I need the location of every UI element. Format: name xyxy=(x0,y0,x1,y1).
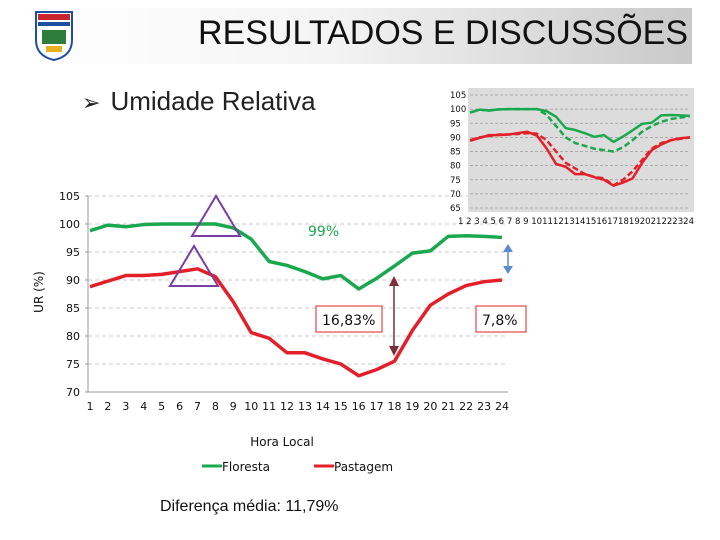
inset-ytick-label: 70 xyxy=(450,190,461,200)
main-xtick-label: 3 xyxy=(122,400,129,413)
inset-x-ticks: 1 2 3 4 5 6 7 8 9 1011121314151617181920… xyxy=(458,217,694,227)
triangle-marker-floresta xyxy=(190,194,242,237)
main-xticks: 1 2 3 4 5 6 7 8 9 10 11 12 13 14 15 16 17 18 19 20 21 22 23 24 xyxy=(87,400,510,413)
legend-label-pastagem: Pastagem xyxy=(334,460,393,474)
inset-background xyxy=(468,88,694,212)
double-arrow-end xyxy=(503,244,513,274)
x-axis-label: Hora Local xyxy=(250,435,314,449)
main-ytick-label: 90 xyxy=(66,274,80,287)
university-logo xyxy=(35,11,73,62)
annotation-box-7-8 xyxy=(475,305,527,333)
inset-grid xyxy=(470,94,690,209)
legend-label-floresta: Floresta xyxy=(222,460,270,474)
main-xtick-label: 11 xyxy=(262,400,276,413)
annotation-box-16-83 xyxy=(315,305,383,333)
slide-title: RESULTADOS E DISCUSSÕES xyxy=(198,14,688,52)
main-xtick-label: 10 xyxy=(244,400,258,413)
triangle-marker-pastagem xyxy=(168,244,220,287)
main-axes xyxy=(87,196,508,393)
main-xtick-label: 22 xyxy=(459,400,473,413)
inset-ytick-label: 100 xyxy=(450,105,466,115)
inset-ytick-label: 75 xyxy=(450,176,461,186)
inset-series-line-3 xyxy=(469,131,691,187)
main-ytick-label: 70 xyxy=(66,386,80,399)
main-xtick-label: 4 xyxy=(140,400,147,413)
double-arrow-difference xyxy=(389,276,399,356)
inset-ytick-label: 90 xyxy=(450,133,461,143)
main-xtick-label: 21 xyxy=(441,400,455,413)
main-series xyxy=(89,222,503,378)
main-xtick-label: 2 xyxy=(104,400,111,413)
inset-ytick-label: 85 xyxy=(450,148,461,158)
main-ytick-label: 105 xyxy=(59,190,80,203)
main-series-line-pastagem xyxy=(89,267,503,378)
bullet-arrow-icon: ➢ xyxy=(82,90,101,115)
main-xtick-label: 19 xyxy=(405,400,419,413)
main-ytick-label: 80 xyxy=(66,330,80,343)
inset-series-line-1 xyxy=(469,107,691,153)
inset-yticks: 65 70 75 80 85 90 95 100 105 xyxy=(450,91,466,214)
inset-ytick-label: 80 xyxy=(450,162,461,172)
main-ytick-label: 100 xyxy=(59,218,80,231)
header-banner xyxy=(28,8,692,64)
main-xtick-label: 13 xyxy=(298,400,312,413)
main-xtick-label: 7 xyxy=(194,400,201,413)
main-xtick-label: 6 xyxy=(176,400,183,413)
bullet-umidade: ➢ Umidade Relativa xyxy=(82,86,316,117)
main-xtick-label: 24 xyxy=(495,400,509,413)
main-yticks: 70 75 80 85 90 95 100 105 xyxy=(59,190,88,399)
y-axis-label: UR (%) xyxy=(32,271,46,313)
main-ytick-label: 95 xyxy=(66,246,80,259)
annotation-7-8: 7,8% xyxy=(482,313,518,329)
annotation-99: 99% xyxy=(308,224,339,240)
main-series-line-floresta xyxy=(89,222,503,291)
main-xtick-label: 5 xyxy=(158,400,165,413)
main-xtick-label: 23 xyxy=(477,400,491,413)
main-xtick-label: 16 xyxy=(352,400,366,413)
inset-series xyxy=(469,107,691,187)
main-xtick-label: 18 xyxy=(388,400,402,413)
bullet-text: Umidade Relativa xyxy=(110,86,316,116)
annotation-16-83: 16,83% xyxy=(322,313,375,329)
main-xtick-label: 14 xyxy=(316,400,330,413)
main-xtick-label: 17 xyxy=(370,400,384,413)
legend: Floresta Pastagem xyxy=(202,460,393,474)
main-xtick-label: 8 xyxy=(212,400,219,413)
inset-ytick-label: 105 xyxy=(450,91,466,101)
main-xtick-label: 9 xyxy=(230,400,237,413)
main-ytick-label: 75 xyxy=(66,358,80,371)
inset-ytick-label: 65 xyxy=(450,204,461,214)
inset-ytick-label: 95 xyxy=(450,119,461,129)
main-xtick-label: 15 xyxy=(334,400,348,413)
main-xtick-label: 1 xyxy=(87,400,94,413)
main-ytick-label: 85 xyxy=(66,302,80,315)
main-xtick-label: 20 xyxy=(423,400,437,413)
footer-mean-difference: Diferença média: 11,79% xyxy=(160,498,339,515)
main-xtick-label: 12 xyxy=(280,400,294,413)
